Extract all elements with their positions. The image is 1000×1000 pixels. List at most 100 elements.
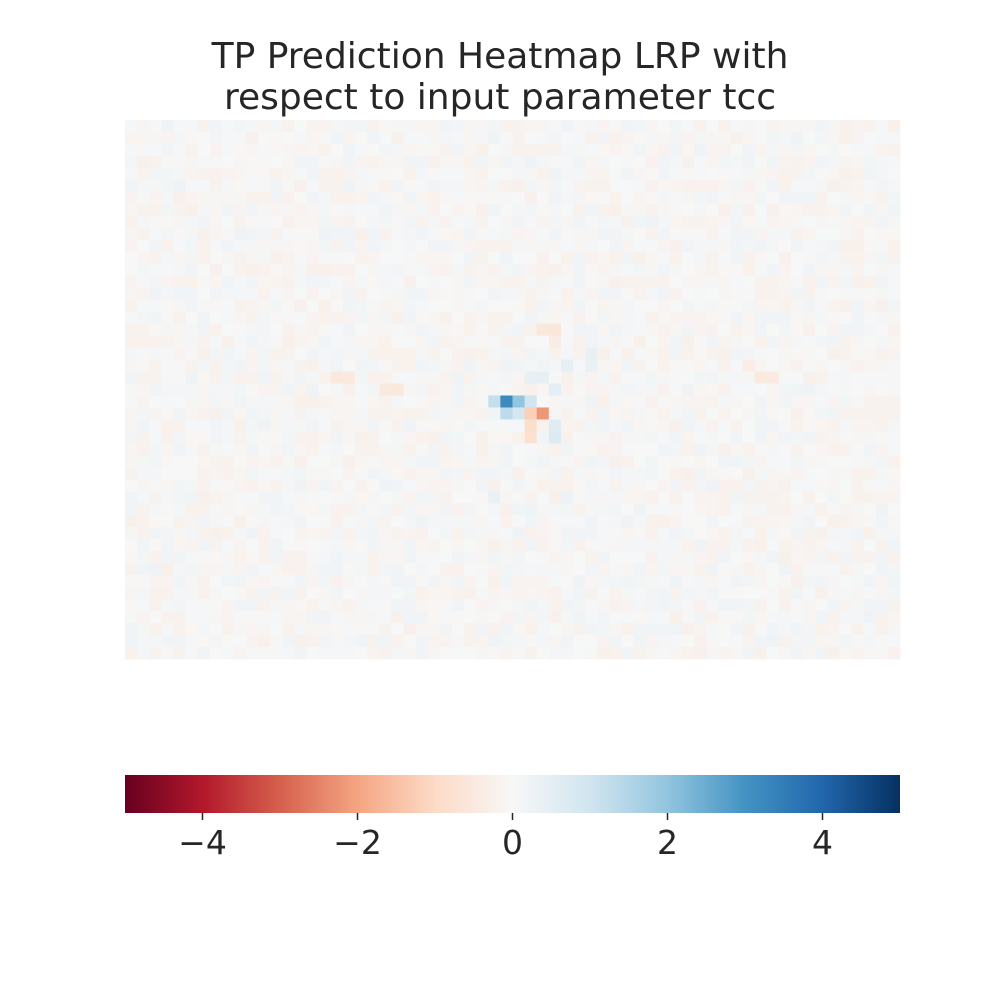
heatmap-cell [403,587,417,600]
heatmap-cell [125,191,138,205]
heatmap-cell [512,503,526,516]
heatmap-cell [573,491,586,504]
heatmap-cell [609,155,622,169]
heatmap-cell [209,479,223,492]
heatmap-cell [609,251,622,265]
heatmap-cell [863,179,877,193]
heatmap-cell [282,143,295,157]
heatmap-cell [524,551,538,564]
heatmap-cell [439,227,453,241]
heatmap-cell [815,227,828,241]
heatmap-cell [233,599,247,612]
heatmap-cell [173,623,186,636]
heatmap-cell [185,215,199,229]
heatmap-cell [645,599,659,612]
heatmap-cell [573,347,586,360]
heatmap-cell [524,515,538,528]
heatmap-cell [754,335,768,348]
heatmap-cell [282,275,295,289]
heatmap-cell [815,443,828,456]
heatmap-cell [633,179,647,193]
heatmap-cell [258,611,271,624]
heatmap-cell [706,635,719,648]
heatmap-cell [875,395,889,408]
heatmap-cell [173,263,186,277]
heatmap-cell [367,311,380,325]
heatmap-cell [694,587,707,600]
heatmap-cell [476,287,489,301]
heatmap-cell [173,491,186,504]
heatmap-cell [791,215,804,229]
heatmap-cell [657,419,671,432]
heatmap-cell [306,515,320,528]
heatmap-cell [791,503,804,516]
heatmap-cell [706,155,719,169]
heatmap-cell [730,203,743,217]
heatmap-cell [657,287,671,301]
heatmap-cell [706,227,719,241]
heatmap-cell [125,563,138,576]
heatmap-cell [464,647,477,660]
heatmap-cell [536,515,550,528]
heatmap-cell [464,155,477,169]
heatmap-cell [270,215,283,229]
heatmap-cell [694,623,707,636]
heatmap-cell [754,143,768,157]
heatmap-cell [403,179,417,193]
heatmap-cell [403,443,417,456]
heatmap-cell [597,527,610,540]
heatmap-cell [778,623,792,636]
heatmap-cell [197,539,211,552]
heatmap-cell [197,275,211,289]
heatmap-cell [791,383,804,396]
heatmap-cell [306,647,320,660]
heatmap-cell [645,143,659,157]
heatmap-cell [597,311,610,325]
heatmap-cell [815,503,828,516]
heatmap-cell [560,611,574,624]
heatmap-cell [161,443,174,456]
heatmap-cell [246,227,259,241]
heatmap-cell [427,383,441,396]
heatmap-cell [730,131,743,145]
heatmap-cell [766,335,780,348]
heatmap-cell [863,359,877,372]
heatmap-cell [548,563,562,576]
heatmap-cell [439,515,453,528]
heatmap-cell [149,563,162,576]
heatmap-cell [318,311,332,325]
heatmap-cell [258,335,271,348]
heatmap-cell [887,155,901,169]
heatmap-cell [778,479,792,492]
heatmap-cell [718,359,731,372]
heatmap-cell [682,347,695,360]
heatmap-cell [682,371,695,384]
heatmap-cell [887,359,901,372]
heatmap-cell [621,239,634,253]
heatmap-cell [742,335,756,348]
heatmap-cell [766,287,780,301]
heatmap-cell [573,287,586,301]
heatmap-cell [754,251,768,265]
heatmap-cell [573,311,586,325]
heatmap-cell [887,167,901,181]
heatmap-cell [887,323,901,336]
heatmap-cell [621,395,634,408]
heatmap-cell [488,479,501,492]
heatmap-cell [875,491,889,504]
heatmap-cell [488,599,501,612]
heatmap-cell [706,239,719,253]
heatmap-cell [706,491,719,504]
heatmap-cell [536,551,550,564]
heatmap-cell [524,347,538,360]
heatmap-cell [718,503,731,516]
heatmap-cell [512,263,526,277]
heatmap-cell [645,551,659,564]
heatmap-cell [439,239,453,253]
heatmap-cell [887,335,901,348]
heatmap-cell [839,647,852,660]
heatmap-cell [451,191,465,205]
heatmap-cell [573,263,586,277]
heatmap-cell [560,371,574,384]
heatmap-cell [294,647,308,660]
